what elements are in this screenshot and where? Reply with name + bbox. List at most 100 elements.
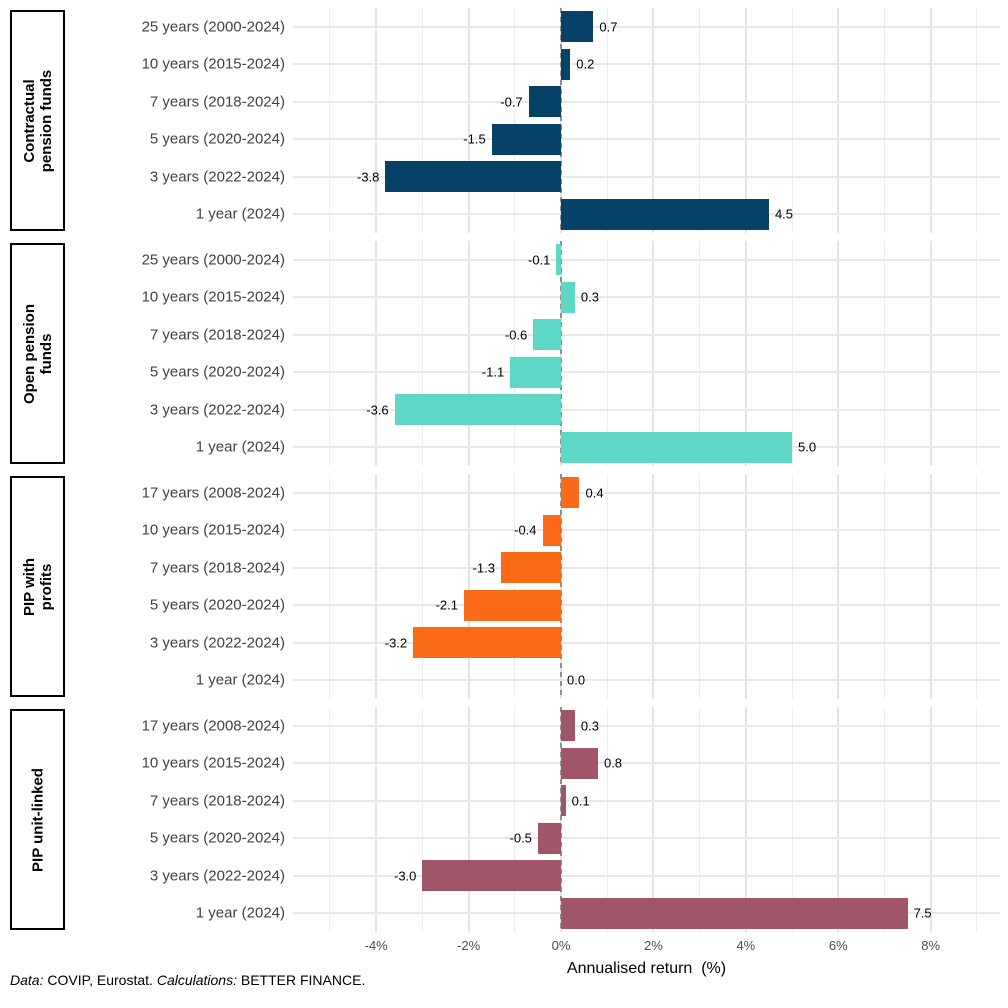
row-gridline xyxy=(293,258,1000,261)
row-gridline xyxy=(293,529,1000,532)
category-label: 1 year (2024) xyxy=(195,671,285,689)
major-gridline xyxy=(375,8,378,233)
minor-gridline xyxy=(883,474,885,699)
x-axis-tick-label: -2% xyxy=(457,938,481,953)
facet-strip-pip-unit-linked: PIP unit-linked xyxy=(10,709,65,930)
bar xyxy=(533,319,561,351)
bar-value-label: 0.2 xyxy=(576,56,595,72)
row-gridline xyxy=(293,491,1000,494)
minor-gridline xyxy=(791,707,793,932)
major-gridline xyxy=(837,241,840,466)
major-gridline xyxy=(375,474,378,699)
row-gridline xyxy=(293,333,1000,336)
minor-gridline xyxy=(421,8,423,233)
row-gridline xyxy=(293,371,1000,374)
bar xyxy=(561,281,575,313)
row-gridline xyxy=(293,566,1000,569)
major-gridline xyxy=(652,474,655,699)
minor-gridline xyxy=(514,8,516,233)
facet-strip-label: Open pension funds xyxy=(20,303,55,404)
facet-strip-label: PIP unit-linked xyxy=(28,767,46,872)
chart-panel: -0.1 0.3 -0.6 -1.1 -3.6 5.0 xyxy=(293,241,1000,466)
facet-strip-contractual-pension-funds: Contractual pension funds xyxy=(10,10,65,231)
major-gridline xyxy=(744,8,747,233)
minor-gridline xyxy=(421,241,423,466)
bar xyxy=(561,477,580,509)
category-label: 5 years (2020-2024) xyxy=(149,130,285,148)
major-gridline xyxy=(375,241,378,466)
bar-value-label: -3.2 xyxy=(384,635,408,651)
bar-value-label: 0.0 xyxy=(567,672,586,688)
x-axis-tick-label: 2% xyxy=(644,938,663,953)
category-label: 25 years (2000-2024) xyxy=(141,251,285,269)
minor-gridline xyxy=(329,707,331,932)
category-label: 3 years (2022-2024) xyxy=(149,634,285,652)
bar xyxy=(561,198,769,230)
minor-gridline xyxy=(606,474,608,699)
chart-panel: 0.4 -0.4 -1.3 -2.1 -3.2 0.0 xyxy=(293,474,1000,699)
category-label: 1 year (2024) xyxy=(195,205,285,223)
minor-gridline xyxy=(883,707,885,932)
bar-value-label: -1.3 xyxy=(472,560,495,576)
bar xyxy=(556,244,561,276)
minor-gridline xyxy=(421,707,423,932)
category-label: 17 years (2008-2024) xyxy=(141,717,285,735)
x-axis-title: Annualised return (%) xyxy=(566,960,727,977)
bar xyxy=(561,11,594,43)
row-gridline xyxy=(293,100,1000,103)
bar-value-label: -3.6 xyxy=(366,402,389,418)
category-label: 7 years (2018-2024) xyxy=(149,93,285,111)
category-label: 1 year (2024) xyxy=(195,438,285,456)
minor-gridline xyxy=(514,474,516,699)
minor-gridline xyxy=(699,707,701,932)
caption-italic-segment: Calculations: xyxy=(156,972,237,988)
major-gridline xyxy=(837,707,840,932)
row-gridline xyxy=(293,25,1000,28)
category-label: 25 years (2000-2024) xyxy=(141,18,285,36)
row-gridline xyxy=(293,837,1000,840)
category-label: 3 years (2022-2024) xyxy=(149,401,285,419)
minor-gridline xyxy=(976,707,978,932)
row-gridline xyxy=(293,799,1000,802)
row-gridline xyxy=(293,138,1000,141)
category-label: 10 years (2015-2024) xyxy=(141,288,285,306)
minor-gridline xyxy=(883,8,885,233)
minor-gridline xyxy=(606,707,608,932)
x-axis-tick-label: 6% xyxy=(828,938,848,953)
category-label: 7 years (2018-2024) xyxy=(149,792,285,810)
bar xyxy=(413,627,561,659)
category-label: 10 years (2015-2024) xyxy=(141,521,285,539)
bar xyxy=(561,747,598,779)
major-gridline xyxy=(744,474,747,699)
category-label: 3 years (2022-2024) xyxy=(149,867,285,885)
bar-value-label: 0.7 xyxy=(599,19,618,35)
major-gridline xyxy=(652,241,655,466)
chart-panel: 0.7 0.2 -0.7 -1.5 -3.8 4.5 xyxy=(293,8,1000,233)
x-axis-tick-label: 0% xyxy=(551,938,571,953)
bar xyxy=(491,123,561,155)
bar-value-label: -1.1 xyxy=(481,364,505,380)
bar-value-label: 0.4 xyxy=(585,485,604,501)
bar-value-label: -0.4 xyxy=(514,522,537,538)
minor-gridline xyxy=(329,8,331,233)
bar-value-label: 0.3 xyxy=(580,718,599,734)
minor-gridline xyxy=(329,241,331,466)
category-label: 7 years (2018-2024) xyxy=(149,326,285,344)
row-gridline xyxy=(293,604,1000,607)
minor-gridline xyxy=(606,241,608,466)
bar-value-label: 4.5 xyxy=(774,206,794,222)
category-label: 5 years (2020-2024) xyxy=(149,829,285,847)
minor-gridline xyxy=(791,8,793,233)
zero-reference-line xyxy=(560,8,562,233)
row-gridline xyxy=(293,175,1000,178)
bar xyxy=(537,822,561,854)
major-gridline xyxy=(837,8,840,233)
source-caption: Data: COVIP, Eurostat. Calculations: BET… xyxy=(10,972,365,988)
major-gridline xyxy=(652,707,655,932)
bar-value-label: -0.1 xyxy=(528,252,551,268)
category-label: 7 years (2018-2024) xyxy=(149,559,285,577)
minor-gridline xyxy=(699,241,701,466)
minor-gridline xyxy=(791,241,793,466)
caption-segment: COVIP, Eurostat. xyxy=(43,972,157,988)
